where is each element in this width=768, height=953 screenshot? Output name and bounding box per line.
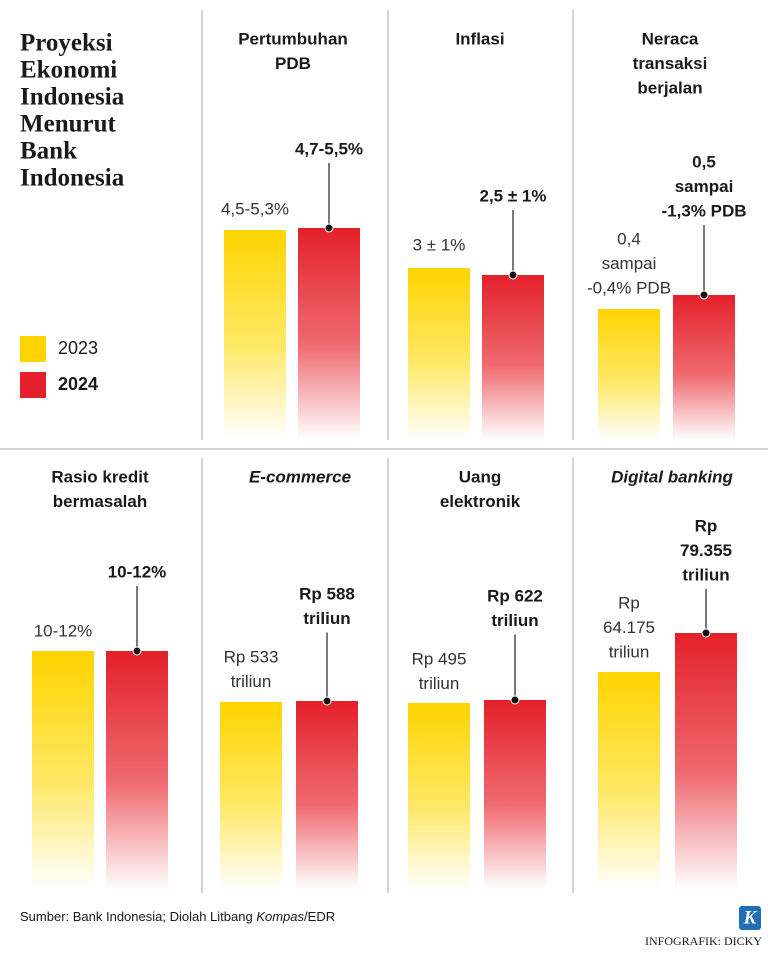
label-2024: Rp: [695, 516, 718, 535]
title-line: Indonesia: [20, 84, 125, 111]
label-2023: triliun: [609, 642, 650, 661]
bar-2024: [296, 701, 358, 890]
bar-2023: [598, 309, 660, 440]
title-line: Ekonomi: [20, 57, 117, 84]
label-2024: sampai: [675, 177, 734, 196]
legend-swatch: [20, 372, 46, 398]
bar-2024: [675, 633, 737, 890]
label-2023: -0,4% PDB: [587, 278, 671, 297]
legend-label: 2023: [58, 338, 98, 358]
label-2024: Rp 622: [487, 586, 543, 605]
label-2023: Rp 495: [412, 649, 467, 668]
label-2023: 64.175: [603, 618, 655, 637]
label-2023: sampai: [602, 254, 657, 273]
bar-2023: [32, 651, 94, 890]
panel-title: transaksi: [633, 54, 708, 73]
label-2023: Rp: [618, 593, 640, 612]
label-2024: 0,5: [692, 152, 716, 171]
leader-dot: [132, 646, 142, 656]
bar-2024: [106, 651, 168, 890]
panel-title: berjalan: [637, 78, 702, 97]
bar-2023: [598, 672, 660, 890]
panel-title: bermasalah: [53, 492, 148, 511]
label-2023: 3 ± 1%: [413, 235, 466, 254]
logo: K: [743, 907, 758, 928]
panel-title: elektronik: [440, 492, 521, 511]
label-2023: triliun: [231, 672, 272, 691]
bar-2024: [482, 275, 544, 440]
label-2023: triliun: [419, 674, 460, 693]
dividers: [0, 10, 768, 893]
legend-swatch: [20, 336, 46, 362]
label-2024: 10-12%: [108, 562, 167, 581]
leader-dot: [701, 628, 711, 638]
label-2024: 79.355: [680, 541, 732, 560]
label-2024: 4,7-5,5%: [295, 139, 363, 158]
panel-title: Rasio kredit: [51, 467, 149, 486]
label-2024: -1,3% PDB: [661, 201, 746, 220]
bar-2023: [220, 702, 282, 890]
leader-dot: [324, 223, 334, 233]
label-2024: Rp 588: [299, 584, 355, 603]
bar-2023: [408, 703, 470, 890]
leader-dot: [699, 290, 709, 300]
label-2023: 10-12%: [34, 621, 93, 640]
label-2024: 2,5 ± 1%: [480, 186, 547, 205]
leader-dot: [508, 270, 518, 280]
source: Sumber: Bank Indonesia; Diolah Litbang K…: [20, 909, 335, 924]
label-2023: Rp 533: [224, 647, 279, 666]
panel-title: PDB: [275, 54, 311, 73]
label-2023: 0,4: [617, 229, 641, 248]
title-line: Indonesia: [20, 165, 125, 192]
label-2024: triliun: [303, 609, 350, 628]
credit: INFOGRAFIK: DICKY: [645, 934, 762, 948]
logo-box: [739, 906, 761, 930]
title-line: Proyeksi: [20, 30, 113, 57]
bar-2024: [673, 295, 735, 440]
panel-title: Inflasi: [455, 29, 504, 48]
panel-title: E-commerce: [249, 467, 351, 486]
title-line: Menurut: [20, 111, 117, 138]
panel-title: Uang: [459, 467, 502, 486]
label-2024: triliun: [682, 565, 729, 584]
panel-title: Digital banking: [611, 467, 733, 486]
bar-2024: [298, 228, 360, 440]
leader-dot: [322, 696, 332, 706]
panel-title: Neraca: [642, 29, 699, 48]
label-2024: triliun: [491, 611, 538, 630]
bar-2024: [484, 700, 546, 890]
panel-title: Pertumbuhan: [238, 29, 348, 48]
label-2023: 4,5-5,3%: [221, 199, 289, 218]
title-line: Bank: [20, 138, 77, 165]
legend-label: 2024: [58, 374, 98, 394]
bar-2023: [408, 268, 470, 440]
bar-2023: [224, 230, 286, 440]
leader-dot: [510, 695, 520, 705]
